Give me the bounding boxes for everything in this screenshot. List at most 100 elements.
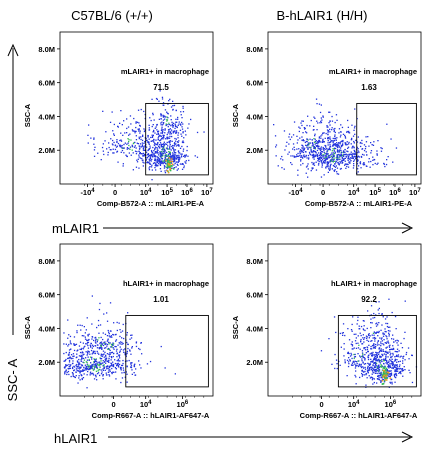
- event-dot: [162, 146, 164, 149]
- event-dot: [372, 367, 374, 369]
- event-dot: [162, 154, 164, 157]
- event-dot: [128, 144, 130, 147]
- event-dot: [158, 160, 160, 162]
- event-dot: [395, 328, 397, 330]
- event-dot: [339, 168, 342, 170]
- event-dot: [97, 339, 99, 341]
- event-dot: [162, 148, 164, 150]
- event-dot: [399, 371, 402, 374]
- event-dot: [163, 144, 166, 146]
- event-dot: [311, 161, 313, 164]
- event-dot: [182, 105, 184, 108]
- event-dot: [106, 360, 108, 362]
- event-dot: [130, 362, 132, 364]
- event-dot: [172, 100, 174, 102]
- event-dot: [94, 358, 96, 361]
- event-dot: [332, 154, 334, 157]
- event-dot: [99, 341, 102, 344]
- event-dot: [307, 163, 309, 165]
- event-dot: [121, 341, 123, 344]
- event-dot: [344, 151, 346, 153]
- event-dot: [349, 360, 351, 362]
- event-dot: [389, 373, 391, 375]
- event-dot: [87, 370, 89, 373]
- event-dot: [99, 366, 101, 368]
- event-dot: [344, 157, 346, 159]
- event-dot: [178, 159, 180, 161]
- event-dot: [373, 158, 375, 161]
- event-dot: [318, 160, 320, 163]
- event-dot: [292, 134, 295, 136]
- event-dot: [115, 368, 117, 370]
- event-dot: [386, 360, 388, 362]
- event-dot: [387, 340, 389, 342]
- event-dot: [384, 351, 386, 353]
- event-dot: [377, 335, 379, 337]
- event-dot: [339, 364, 341, 366]
- event-dot: [120, 146, 122, 148]
- event-dot: [142, 135, 144, 137]
- event-dot: [160, 145, 162, 147]
- event-dot: [117, 344, 119, 346]
- event-dot: [301, 139, 303, 141]
- event-dot: [277, 165, 279, 167]
- event-dot: [157, 165, 159, 167]
- event-dot: [119, 329, 121, 331]
- event-dot: [284, 149, 286, 151]
- event-dot: [334, 137, 337, 139]
- event-dot: [73, 376, 76, 378]
- event-dot: [275, 146, 277, 148]
- event-dot: [161, 158, 163, 160]
- event-dot-dense: [383, 371, 386, 373]
- event-dot: [326, 162, 328, 164]
- event-dot: [120, 369, 122, 371]
- event-dot: [150, 153, 153, 156]
- event-dot: [172, 105, 174, 107]
- event-dot: [109, 149, 111, 151]
- event-dot: [375, 354, 377, 356]
- event-dot: [147, 155, 149, 158]
- event-dot: [360, 325, 363, 328]
- event-dot: [323, 141, 325, 143]
- event-dot: [99, 346, 101, 349]
- event-dot: [177, 144, 179, 147]
- event-dot: [350, 354, 353, 356]
- event-dot: [378, 322, 380, 324]
- event-dot: [64, 367, 66, 369]
- event-dot: [90, 349, 93, 352]
- event-dot: [119, 360, 121, 362]
- event-dot: [88, 366, 90, 368]
- event-dot: [357, 319, 359, 322]
- event-dot: [375, 323, 377, 325]
- event-dot: [362, 320, 364, 322]
- event-dot: [306, 141, 308, 143]
- event-dot: [178, 121, 180, 123]
- event-dot: [163, 115, 165, 117]
- event-dot: [411, 381, 414, 384]
- event-dot: [164, 155, 166, 157]
- event-dot: [72, 353, 75, 355]
- event-dot: [308, 143, 310, 145]
- event-dot: [158, 145, 160, 147]
- event-dot: [353, 361, 355, 363]
- event-dot: [182, 111, 185, 113]
- event-dot: [111, 372, 113, 374]
- event-dot: [124, 352, 126, 354]
- event-dot: [102, 110, 104, 112]
- event-dot: [304, 156, 306, 158]
- event-dot: [392, 367, 394, 370]
- event-dot: [368, 375, 370, 377]
- event-dot: [123, 143, 125, 146]
- event-dot: [70, 354, 73, 356]
- event-dot: [386, 362, 388, 364]
- event-dot: [309, 138, 311, 140]
- event-dot: [166, 111, 168, 113]
- event-dot: [365, 352, 367, 354]
- event-dot: [138, 167, 140, 169]
- event-dot: [358, 365, 360, 367]
- event-dot: [168, 137, 171, 139]
- event-dot: [86, 354, 88, 356]
- event-dot: [370, 150, 373, 152]
- event-dot: [403, 355, 405, 357]
